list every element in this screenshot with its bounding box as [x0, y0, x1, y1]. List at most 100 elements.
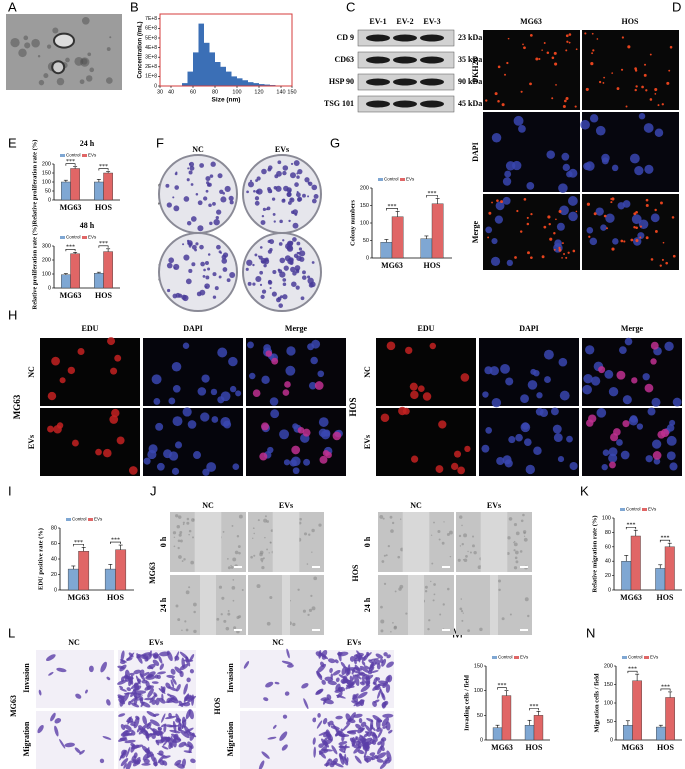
- bar: [665, 697, 675, 741]
- cell: [543, 42, 546, 44]
- cell: [620, 239, 624, 243]
- colony: [259, 246, 263, 249]
- cell: [318, 650, 322, 659]
- cell: [174, 666, 183, 674]
- cell: [410, 390, 419, 400]
- cell: [657, 430, 666, 439]
- bar: [94, 273, 104, 289]
- cell: [565, 34, 569, 38]
- colony: [282, 294, 288, 300]
- cell: [188, 529, 192, 533]
- cell: [161, 745, 169, 750]
- colony: [219, 251, 222, 254]
- cell: [170, 735, 174, 744]
- cell: [178, 702, 187, 706]
- cell: [389, 515, 393, 519]
- cell: [541, 255, 545, 259]
- cell: [400, 518, 402, 520]
- cell: [583, 373, 593, 384]
- cell: [520, 422, 531, 433]
- cell: [551, 56, 555, 60]
- cell: [635, 210, 638, 214]
- legend-swatch: [82, 154, 87, 157]
- legend-label: Control: [628, 655, 643, 660]
- cell: [297, 426, 305, 434]
- cell: [364, 724, 373, 734]
- cell: [381, 658, 387, 667]
- cell: [130, 702, 140, 708]
- cell: [465, 555, 468, 558]
- y-axis-label: Relative proliferation rate (%): [31, 225, 38, 310]
- colony: [282, 170, 287, 176]
- cell: [147, 663, 156, 670]
- cell: [250, 555, 253, 559]
- cell: [318, 743, 324, 748]
- colony: [260, 220, 266, 226]
- colony: [212, 295, 217, 299]
- cell: [279, 429, 290, 440]
- colony: [294, 182, 299, 187]
- cell: [95, 448, 102, 456]
- colony: [311, 261, 315, 264]
- cell: [383, 700, 389, 706]
- cell: [186, 521, 190, 525]
- cell: [527, 380, 538, 390]
- cell: [192, 602, 197, 607]
- y-tick-label: 1E+8: [145, 74, 157, 80]
- colony: [267, 167, 272, 172]
- legend-swatch: [378, 178, 383, 181]
- cell: [156, 462, 165, 471]
- cell: [151, 374, 162, 385]
- label: EDU: [418, 324, 435, 333]
- significance: ***: [111, 537, 120, 543]
- cell: [310, 356, 318, 365]
- colony: [218, 275, 222, 279]
- cell: [201, 374, 210, 383]
- cell: [627, 45, 631, 49]
- y-axis-label: Colony numbers: [349, 200, 356, 247]
- colony: [189, 165, 195, 171]
- colony: [289, 172, 296, 179]
- cell: [71, 439, 79, 447]
- cell: [157, 671, 166, 675]
- cell: [354, 672, 365, 677]
- row-label: 24 h: [363, 597, 372, 612]
- colony: [276, 170, 282, 177]
- colony: [217, 173, 223, 179]
- cell: [457, 558, 461, 562]
- cell: [106, 676, 111, 681]
- cell: [120, 650, 125, 662]
- label: CD63: [334, 55, 354, 64]
- cell: [286, 346, 296, 356]
- cell: [261, 560, 264, 563]
- colony: [304, 177, 310, 183]
- wound-gap: [194, 512, 222, 572]
- row-label: Migration: [226, 721, 235, 756]
- colony: [207, 182, 212, 187]
- cell: [263, 518, 268, 523]
- cell: [354, 674, 360, 686]
- cell: [46, 44, 52, 49]
- legend-swatch: [66, 518, 71, 521]
- bar: [61, 274, 71, 289]
- histogram-bar: [187, 71, 193, 86]
- significance-bracket: [426, 195, 438, 198]
- cell: [608, 453, 618, 463]
- cell: [366, 755, 374, 761]
- cell: [361, 660, 366, 666]
- colony: [245, 267, 249, 271]
- colony: [273, 220, 276, 223]
- cell: [351, 666, 356, 675]
- micrograph: [582, 407, 682, 476]
- colony: [199, 244, 204, 250]
- cell: [584, 32, 587, 35]
- bar: [630, 535, 641, 591]
- cell: [269, 595, 273, 600]
- cell: [377, 746, 383, 755]
- cell: [160, 738, 165, 743]
- cell: [106, 699, 111, 706]
- cell: [409, 382, 418, 391]
- cell: [340, 686, 346, 692]
- error-bar: [71, 565, 76, 570]
- cell: [192, 518, 195, 521]
